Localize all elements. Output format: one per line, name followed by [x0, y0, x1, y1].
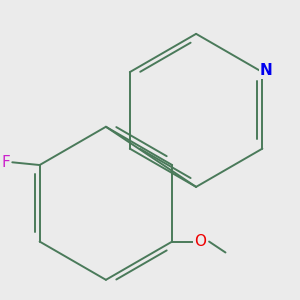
Text: F: F: [1, 155, 10, 170]
Text: N: N: [260, 63, 273, 78]
Text: O: O: [194, 234, 206, 249]
